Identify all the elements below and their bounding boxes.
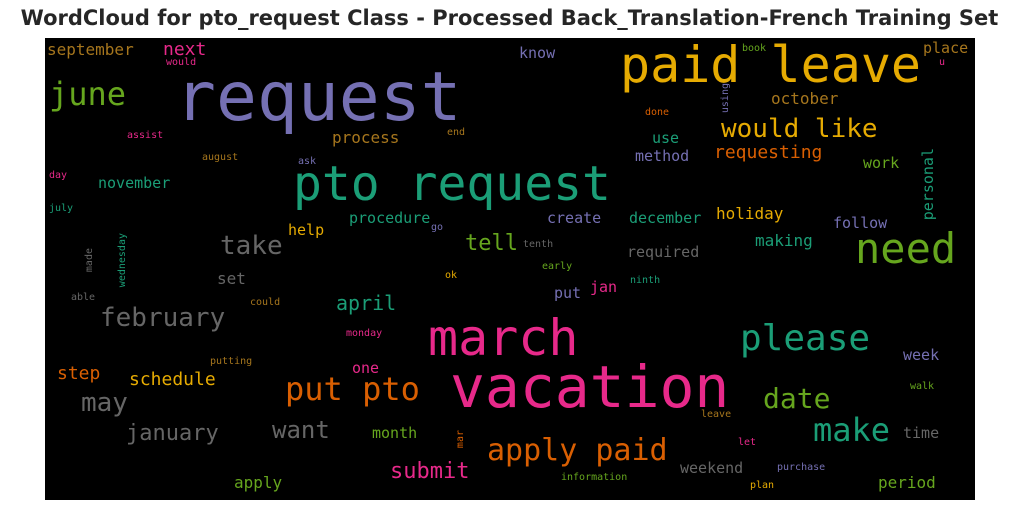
word-mar: mar: [455, 430, 466, 449]
word-december: december: [629, 209, 702, 227]
word-tell: tell: [465, 231, 518, 256]
word-end: end: [447, 127, 466, 138]
word-wednesday: wednesday: [117, 233, 128, 288]
word-done: done: [645, 107, 670, 118]
word-next: next: [163, 39, 207, 60]
word-could: could: [250, 297, 281, 308]
word-one: one: [352, 359, 380, 377]
word-personal: personal: [919, 148, 937, 221]
word-let: let: [738, 437, 757, 448]
word-february: february: [100, 303, 226, 333]
word-assist: assist: [127, 130, 164, 141]
word-vacation: vacation: [450, 353, 730, 421]
word-place: place: [923, 39, 969, 57]
word-plan: plan: [750, 480, 775, 491]
word-ask: ask: [298, 156, 317, 167]
word-information: information: [561, 472, 628, 483]
word-jan: jan: [590, 278, 618, 296]
word-tenth: tenth: [523, 239, 554, 250]
word-september: september: [47, 40, 134, 59]
word-time: time: [903, 424, 940, 442]
word-date: date: [763, 382, 831, 415]
word-ninth: ninth: [630, 275, 661, 286]
word-need: need: [855, 224, 957, 273]
word-monday: monday: [346, 328, 383, 339]
word-ok: ok: [445, 270, 458, 281]
word-purchase: purchase: [777, 462, 826, 473]
word-apply-paid: apply paid: [487, 433, 668, 468]
word-day: day: [49, 170, 68, 181]
word-set: set: [217, 269, 246, 288]
word-put: put: [554, 284, 582, 302]
word-work: work: [863, 154, 900, 172]
word-requesting: requesting: [714, 142, 823, 163]
word-leave: leave: [701, 409, 732, 420]
word-month: month: [372, 424, 418, 442]
chart-title: WordCloud for pto_request Class - Proces…: [20, 6, 999, 30]
word-process: process: [332, 128, 400, 147]
word-made: made: [84, 248, 95, 273]
word-july: july: [49, 203, 74, 214]
word-request: request: [175, 58, 462, 137]
word-schedule: schedule: [129, 369, 216, 390]
word-making: making: [755, 231, 813, 250]
word-use: use: [652, 129, 680, 147]
word-would-like: would like: [721, 114, 878, 144]
word-method: method: [635, 147, 690, 165]
word-apply: apply: [234, 473, 283, 492]
word-procedure: procedure: [349, 209, 431, 227]
word-go: go: [431, 222, 444, 233]
word-april: april: [336, 291, 397, 315]
wordcloud-canvas: request paid leave pto request vacation marc…: [45, 38, 975, 500]
word-book: book: [742, 43, 767, 54]
word-required: required: [627, 243, 700, 261]
word-week: week: [903, 346, 940, 364]
word-create: create: [547, 209, 602, 227]
word-want: want: [272, 416, 330, 444]
word-may: may: [81, 388, 128, 418]
word-using: using: [720, 83, 731, 114]
word-please: please: [740, 318, 871, 359]
word-help: help: [288, 221, 325, 239]
word-put-pto: put pto: [285, 370, 420, 408]
word-paid-leave: paid leave: [620, 38, 922, 94]
word-early: early: [542, 261, 573, 272]
word-august: august: [202, 152, 239, 163]
word-period: period: [878, 473, 936, 492]
word-weekend: weekend: [680, 459, 744, 477]
word-january: january: [126, 421, 219, 446]
word-step: step: [57, 363, 101, 384]
word-putting: putting: [210, 356, 253, 367]
word-pto-request: pto request: [293, 156, 611, 212]
word-march: march: [428, 309, 579, 367]
word-u: u: [939, 57, 946, 68]
word-november: november: [98, 174, 171, 192]
word-make: make: [813, 411, 891, 449]
word-walk: walk: [910, 381, 935, 392]
word-know: know: [519, 44, 556, 62]
word-october: october: [771, 89, 839, 108]
word-follow: follow: [833, 214, 888, 232]
word-take: take: [220, 231, 283, 261]
word-june: june: [49, 75, 127, 113]
word-holiday: holiday: [716, 204, 784, 223]
word-submit: submit: [390, 459, 470, 484]
word-would: would: [166, 57, 197, 68]
word-able: able: [71, 292, 96, 303]
